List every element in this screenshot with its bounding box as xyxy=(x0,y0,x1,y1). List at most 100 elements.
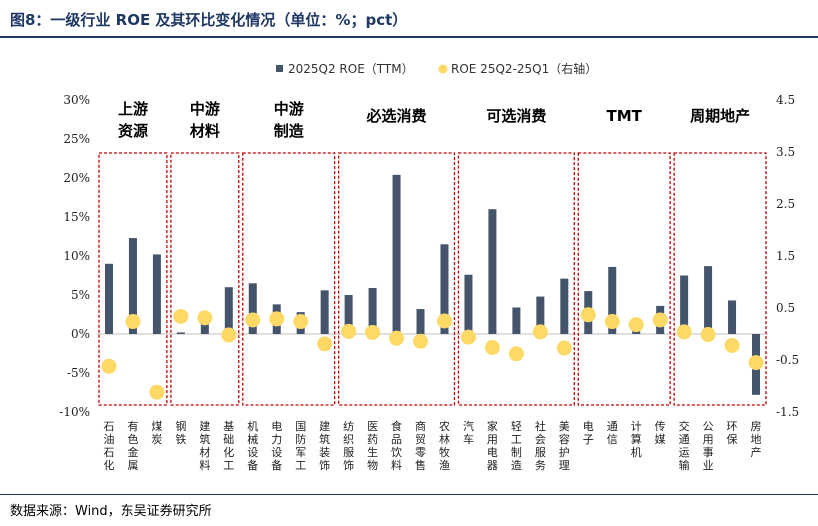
roe-bar xyxy=(704,266,713,334)
category-label: 电子 xyxy=(583,420,594,446)
category-label: 基础化工 xyxy=(223,420,234,472)
roe-change-dot xyxy=(484,340,500,356)
roe-bar xyxy=(320,290,329,334)
roe-change-dot xyxy=(652,312,668,328)
category-label: 商贸零售 xyxy=(415,419,426,472)
roe-bar xyxy=(536,296,545,334)
legend-dot-label: ROE 25Q2-25Q1（右轴） xyxy=(451,61,597,76)
roe-change-dot xyxy=(580,307,596,323)
roe-bar xyxy=(200,320,209,334)
group-box xyxy=(577,152,671,406)
roe-bar xyxy=(512,307,521,334)
legend-bar-label: 2025Q2 ROE（TTM） xyxy=(288,62,414,76)
roe-bar xyxy=(176,332,185,334)
roe-bar xyxy=(224,287,233,334)
group-label: TMT xyxy=(607,107,643,125)
legend-dot-swatch xyxy=(438,64,448,74)
y-tick-label: 20% xyxy=(63,171,90,185)
group-label-line2: 资源 xyxy=(118,122,148,140)
category-label: 石油石化 xyxy=(103,420,114,472)
roe-bar xyxy=(368,287,377,334)
group-label: 必选消费 xyxy=(366,107,427,125)
category-label: 建筑材料 xyxy=(199,419,210,472)
roe-bar xyxy=(392,174,401,334)
category-label: 交通运输 xyxy=(679,419,690,472)
y2-tick-label: 0.5 xyxy=(776,301,795,315)
y2-tick-label: 2.5 xyxy=(776,197,795,211)
group-box xyxy=(673,152,767,406)
roe-change-dot xyxy=(293,314,309,330)
y-tick-label: 5% xyxy=(71,288,90,302)
category-label: 社会服务 xyxy=(535,419,546,472)
group-box xyxy=(170,152,240,406)
roe-change-dot xyxy=(173,308,189,324)
roe-bar xyxy=(128,238,137,334)
category-label: 钢铁 xyxy=(175,420,186,446)
group-label-line1: 中游 xyxy=(190,100,220,118)
category-label: 传媒 xyxy=(655,420,666,446)
category-label: 煤炭 xyxy=(151,420,162,446)
category-label: 机械设备 xyxy=(247,419,258,472)
roe-change-dot xyxy=(508,346,524,362)
roe-bar xyxy=(728,300,737,334)
y2-tick-label: 4.5 xyxy=(776,93,795,107)
category-label: 美容护理 xyxy=(559,420,570,472)
group-box xyxy=(337,152,456,406)
roe-change-dot xyxy=(269,311,285,327)
category-label: 医药生物 xyxy=(367,420,378,472)
group-label-line2: 材料 xyxy=(190,122,220,140)
y-tick-label: 25% xyxy=(63,132,90,146)
y2-tick-label: -1.5 xyxy=(776,405,799,419)
category-label: 计算机 xyxy=(631,420,642,459)
roe-bar xyxy=(416,309,425,334)
roe-bar xyxy=(464,274,473,334)
chart-title: 图8：一级行业 ROE 及其环比变化情况（单位：%；pct） xyxy=(10,11,408,29)
roe-bar xyxy=(608,266,617,334)
y2-tick-label: 3.5 xyxy=(776,145,795,159)
roe-change-dot xyxy=(389,330,405,346)
roe-change-dot xyxy=(365,324,381,340)
roe-change-dot xyxy=(101,358,117,374)
category-label: 公用事业 xyxy=(703,420,714,472)
roe-change-dot xyxy=(149,384,165,400)
roe-change-dot xyxy=(341,323,357,339)
roe-change-dot xyxy=(317,336,333,352)
category-label: 纺织服饰 xyxy=(343,419,354,472)
group-label-line2: 制造 xyxy=(274,122,304,140)
bottom-divider xyxy=(0,494,818,495)
category-label: 汽车 xyxy=(463,419,474,446)
group-box xyxy=(457,152,575,406)
category-label: 有色金属 xyxy=(127,419,138,472)
title-bar: 图8：一级行业 ROE 及其环比变化情况（单位：%；pct） xyxy=(0,0,818,38)
y-tick-label: -10% xyxy=(59,405,90,419)
category-label: 食品饮料 xyxy=(391,419,402,472)
roe-bar xyxy=(104,263,113,334)
category-label: 国防军工 xyxy=(295,420,306,472)
source-note: 数据来源：Wind，东吴证券研究所 xyxy=(10,504,212,519)
category-label: 家用电器 xyxy=(487,419,498,472)
y2-tick-label: -0.5 xyxy=(776,353,799,367)
roe-change-dot xyxy=(221,327,237,343)
category-label: 轻工制造 xyxy=(511,419,522,472)
roe-change-dot xyxy=(748,355,764,371)
roe-change-dot xyxy=(556,340,572,356)
category-label: 建筑装饰 xyxy=(319,419,330,472)
group-box xyxy=(242,152,336,406)
y-tick-label: 30% xyxy=(63,93,90,107)
roe-change-dot xyxy=(197,310,213,326)
group-label: 可选消费 xyxy=(486,107,546,125)
roe-bar xyxy=(248,283,257,334)
roe-change-dot xyxy=(676,324,692,340)
roe-change-dot xyxy=(532,324,548,340)
roe-change-dot xyxy=(413,333,429,349)
group-label: 周期地产 xyxy=(690,107,750,125)
roe-change-dot xyxy=(460,329,476,345)
roe-bar xyxy=(488,209,497,334)
roe-change-dot xyxy=(724,337,740,353)
category-label: 通信 xyxy=(607,420,618,446)
y2-tick-label: 1.5 xyxy=(776,249,795,263)
y-tick-label: 0% xyxy=(71,327,90,341)
group-label-line1: 中游 xyxy=(274,100,304,118)
legend-bar-swatch xyxy=(276,65,283,72)
